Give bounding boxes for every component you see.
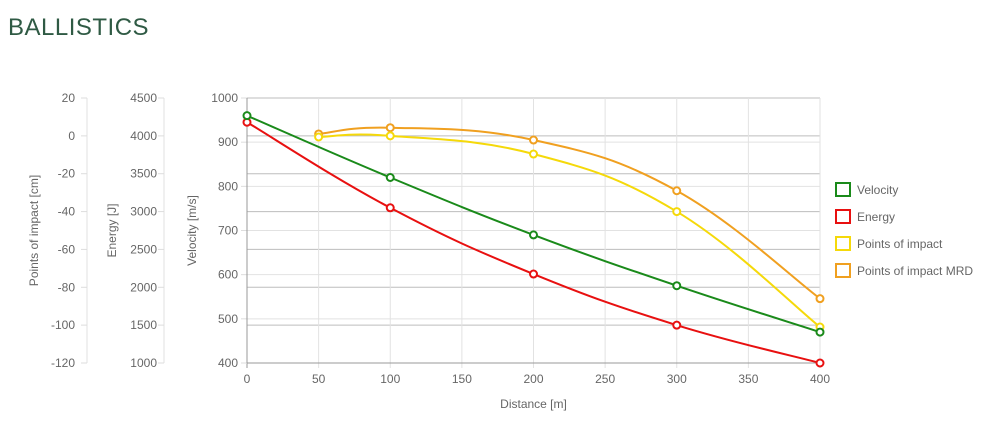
y-tick-label-energy: 1000 — [130, 356, 157, 370]
data-point-points-of-impact — [672, 207, 682, 217]
data-point-points-of-impact — [385, 131, 395, 141]
y-tick-label-poi: -100 — [51, 318, 75, 332]
y-tick-label-energy: 3000 — [130, 205, 157, 219]
x-tick-label: 0 — [244, 372, 251, 386]
page-title: BALLISTICS — [8, 14, 150, 41]
x-tick-label: 50 — [312, 372, 326, 386]
y-tick-label-poi: -20 — [58, 167, 76, 181]
legend-swatch — [835, 263, 851, 278]
y-tick-label-energy: 4000 — [130, 129, 157, 143]
y-tick-label-velocity: 800 — [218, 179, 238, 193]
series-velocity — [242, 111, 825, 337]
legend-label: Energy — [857, 210, 895, 224]
y-tick-label-poi: -60 — [58, 242, 76, 256]
series-line-points-of-impact — [318, 133, 821, 328]
y-tick-label-poi: 0 — [68, 129, 75, 143]
y-tick-label-poi: -40 — [58, 205, 76, 219]
x-tick-label: 300 — [667, 372, 687, 386]
y-tick-label-energy: 1500 — [130, 318, 157, 332]
y-tick-label-energy: 3500 — [130, 167, 157, 181]
series-energy — [242, 117, 825, 368]
legend-item-velocity: Velocity — [835, 182, 898, 197]
y-tick-label-velocity: 900 — [218, 135, 238, 149]
legend-item-energy: Energy — [835, 209, 895, 224]
legend-item-points-of-impact-mrd: Points of impact MRD — [835, 263, 973, 278]
data-point-energy — [815, 358, 825, 368]
series-points-of-impact-mrd — [314, 123, 825, 304]
x-tick-label: 400 — [810, 372, 830, 386]
y-axis-title-poi: Points of impact [cm] — [27, 175, 41, 286]
y-tick-label-energy: 2500 — [130, 242, 157, 256]
y-axis-title-velocity: Velocity [m/s] — [185, 195, 199, 266]
y-tick-label-velocity: 1000 — [211, 91, 238, 105]
x-tick-label: 200 — [523, 372, 543, 386]
y-tick-label-velocity: 500 — [218, 312, 238, 326]
y-tick-label-velocity: 700 — [218, 224, 238, 238]
data-point-points-of-impact — [529, 149, 538, 159]
data-point-energy — [672, 320, 682, 330]
data-point-points-of-impact-mrd — [529, 135, 538, 145]
data-point-points-of-impact — [314, 132, 324, 142]
data-point-energy — [385, 203, 395, 213]
series-line-points-of-impact-mrd — [318, 126, 821, 300]
data-point-points-of-impact-mrd — [815, 294, 825, 304]
x-tick-label: 250 — [595, 372, 615, 386]
legend-label: Points of impact MRD — [857, 264, 973, 278]
legend-swatch — [835, 236, 851, 251]
legend-swatch — [835, 182, 851, 197]
data-point-velocity — [672, 281, 682, 291]
y-tick-label-poi: -80 — [58, 280, 76, 294]
y-tick-label-energy: 2000 — [130, 280, 157, 294]
legend-label: Velocity — [857, 183, 898, 197]
data-point-energy — [529, 269, 538, 279]
series-points-of-impact — [314, 131, 825, 332]
y-tick-label-velocity: 600 — [218, 268, 238, 282]
data-point-points-of-impact-mrd — [385, 123, 395, 133]
data-point-velocity — [385, 173, 395, 182]
data-point-points-of-impact-mrd — [672, 186, 682, 196]
data-point-velocity — [529, 230, 538, 240]
legend-label: Points of impact — [857, 237, 943, 251]
y-tick-label-poi: -120 — [51, 356, 75, 370]
legend-swatch — [835, 209, 851, 224]
legend: Velocity Energy Points of impact Points of … — [835, 182, 973, 278]
y-axis-title-energy: Energy [J] — [105, 203, 119, 257]
y-tick-label-velocity: 400 — [218, 356, 238, 370]
x-tick-label: 150 — [452, 372, 472, 386]
y-tick-label-poi: 20 — [62, 91, 76, 105]
x-axis-title: Distance [m] — [500, 397, 567, 411]
data-point-velocity — [815, 327, 825, 337]
y-tick-label-energy: 4500 — [130, 91, 157, 105]
legend-item-points-of-impact: Points of impact — [835, 236, 943, 251]
x-tick-label: 100 — [380, 372, 400, 386]
x-tick-label: 350 — [738, 372, 758, 386]
data-point-velocity — [242, 111, 252, 121]
